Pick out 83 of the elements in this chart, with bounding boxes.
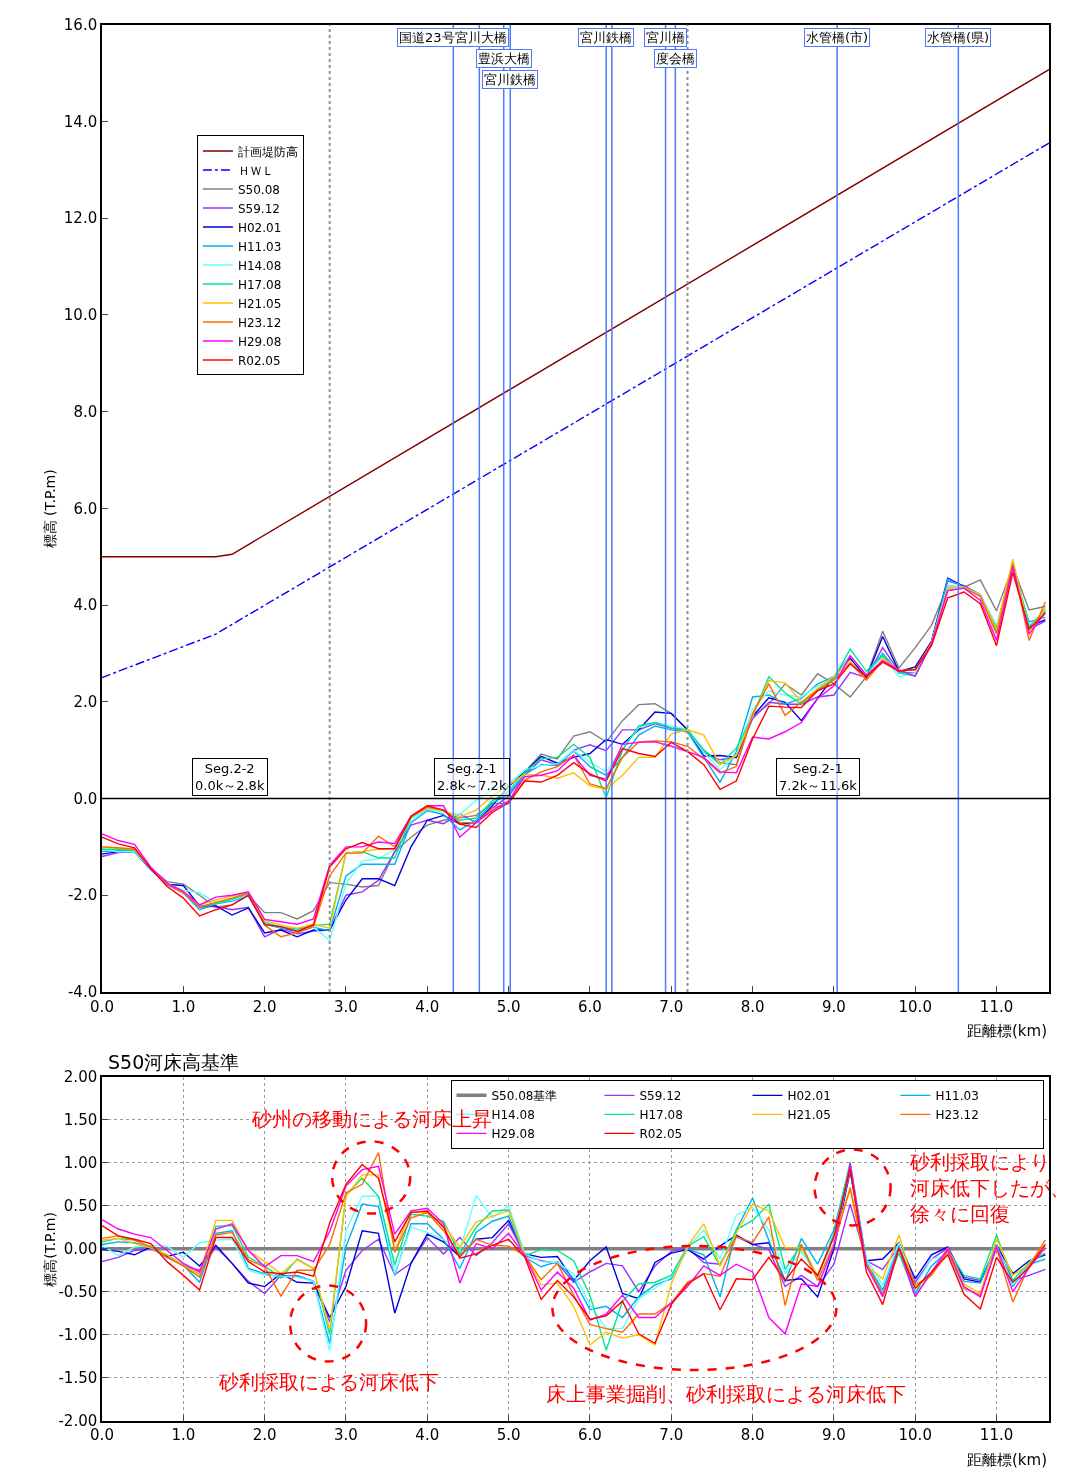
y-tick-label: -1.00	[58, 1325, 98, 1344]
legend-label: H17.08	[237, 277, 282, 292]
line-series	[101, 142, 1050, 679]
x-tick-label: 2.0	[252, 997, 277, 1016]
legend-label: H29.08	[491, 1127, 535, 1142]
x-tick-label: 8.0	[740, 997, 765, 1016]
x-tick-label: 7.0	[659, 997, 684, 1016]
legend-label: H11.03	[935, 1089, 979, 1104]
x-tick-label: 3.0	[334, 997, 358, 1016]
x-tick-label: 1.0	[171, 997, 196, 1016]
y-tick-label: 0.0	[73, 789, 98, 808]
legend-label: H14.08	[491, 1108, 535, 1123]
legend-label: H21.05	[787, 1108, 831, 1123]
y-tick-label: 14.0	[63, 112, 98, 131]
y-axis-title: 標高 (T.P.m)	[41, 469, 58, 549]
y-tick-label: 16.0	[63, 16, 98, 35]
legend-label: H29.08	[237, 334, 282, 349]
x-tick-label: 11.0	[979, 1426, 1014, 1445]
x-tick-label: 6.0	[578, 997, 602, 1016]
y-tick-label: 6.0	[73, 499, 98, 518]
x-tick-label: 7.0	[659, 1426, 684, 1445]
x-tick-label: 9.0	[821, 1426, 846, 1445]
legend-label: H23.12	[237, 315, 282, 330]
y-tick-label: 0.00	[63, 1240, 98, 1258]
ref-line-label: 水管橋(市)	[806, 30, 869, 45]
x-tick-label: 4.0	[415, 1426, 440, 1445]
legend-label: S50.08	[237, 182, 280, 197]
x-tick-label: 1.0	[171, 1426, 196, 1445]
x-tick-label: 5.0	[496, 997, 521, 1016]
legend-label: H21.05	[237, 296, 282, 311]
legend-label: R02.05	[237, 353, 281, 368]
x-tick-label: 10.0	[898, 997, 932, 1016]
chart-title: S50河床高基準	[108, 1051, 240, 1073]
legend-label: S59.12	[639, 1089, 682, 1104]
x-tick-label: 8.0	[740, 1426, 765, 1445]
y-tick-label: 2.00	[63, 1068, 98, 1087]
y-tick-label: 1.00	[63, 1154, 98, 1173]
x-tick-label: 11.0	[979, 997, 1014, 1016]
x-tick-label: 2.0	[252, 1426, 277, 1445]
ref-line-label: 宮川鉄橋	[580, 30, 632, 45]
x-tick-label: 5.0	[496, 1426, 521, 1445]
y-tick-label: 10.0	[63, 306, 98, 325]
x-axis-title: 距離標(km)	[967, 1022, 1048, 1040]
y-tick-label: -0.50	[58, 1282, 98, 1301]
y-tick-label: 8.0	[73, 402, 98, 421]
annotation: Seg.2-1 7.2k～11.6k	[779, 761, 858, 793]
ref-line-label: 宮川鉄橋	[484, 72, 536, 87]
ref-line-label: 豊浜大橋	[478, 51, 530, 66]
legend-label: H02.01	[787, 1089, 831, 1104]
legend-label: H11.03	[237, 239, 282, 254]
x-tick-label: 10.0	[898, 1426, 932, 1445]
x-axis-title: 距離標(km)	[967, 1451, 1048, 1469]
legend-label: S59.12	[237, 201, 280, 216]
ref-line-label: 水管橋(県)	[927, 30, 990, 45]
y-tick-label: -1.50	[58, 1368, 98, 1387]
y-axis-title: 標高(T.P.m)	[42, 1212, 59, 1287]
legend-label: 計画堤防高	[237, 144, 298, 159]
x-tick-label: 4.0	[415, 997, 440, 1016]
x-tick-label: 6.0	[578, 1426, 602, 1445]
legend-label: S50.08基準	[491, 1089, 558, 1104]
y-tick-label: 2.0	[73, 693, 98, 712]
legend-label: H14.08	[237, 258, 282, 273]
annotation: Seg.2-1 2.8k～7.2k	[437, 761, 507, 793]
annotation: 砂利採取による河床低下	[218, 1370, 439, 1394]
legend-label: ＨＷＬ	[237, 163, 274, 178]
y-tick-label: 0.50	[63, 1197, 98, 1216]
annotation: Seg.2-2 0.0k～2.8k	[195, 761, 265, 793]
ref-line-label: 度会橋	[656, 51, 695, 66]
y-tick-label: 4.0	[73, 596, 98, 615]
legend-label: R02.05	[639, 1127, 683, 1142]
ref-line-label: 国道23号宮川大橋	[399, 30, 507, 45]
annotation: 床上事業掘削、砂利採取による河床低下	[546, 1382, 906, 1406]
legend-label: H23.12	[935, 1108, 979, 1123]
x-tick-label: 9.0	[821, 997, 846, 1016]
legend-label: H17.08	[639, 1108, 683, 1123]
ref-line-label: 宮川橋	[646, 30, 685, 45]
legend-label: H02.01	[237, 220, 282, 235]
x-tick-label: 0.0	[90, 997, 114, 1016]
x-tick-label: 0.0	[90, 1426, 114, 1445]
y-tick-label: 1.50	[63, 1111, 98, 1130]
y-tick-label: -2.0	[67, 886, 98, 905]
y-tick-label: 12.0	[63, 209, 98, 228]
x-tick-label: 3.0	[334, 1426, 358, 1445]
